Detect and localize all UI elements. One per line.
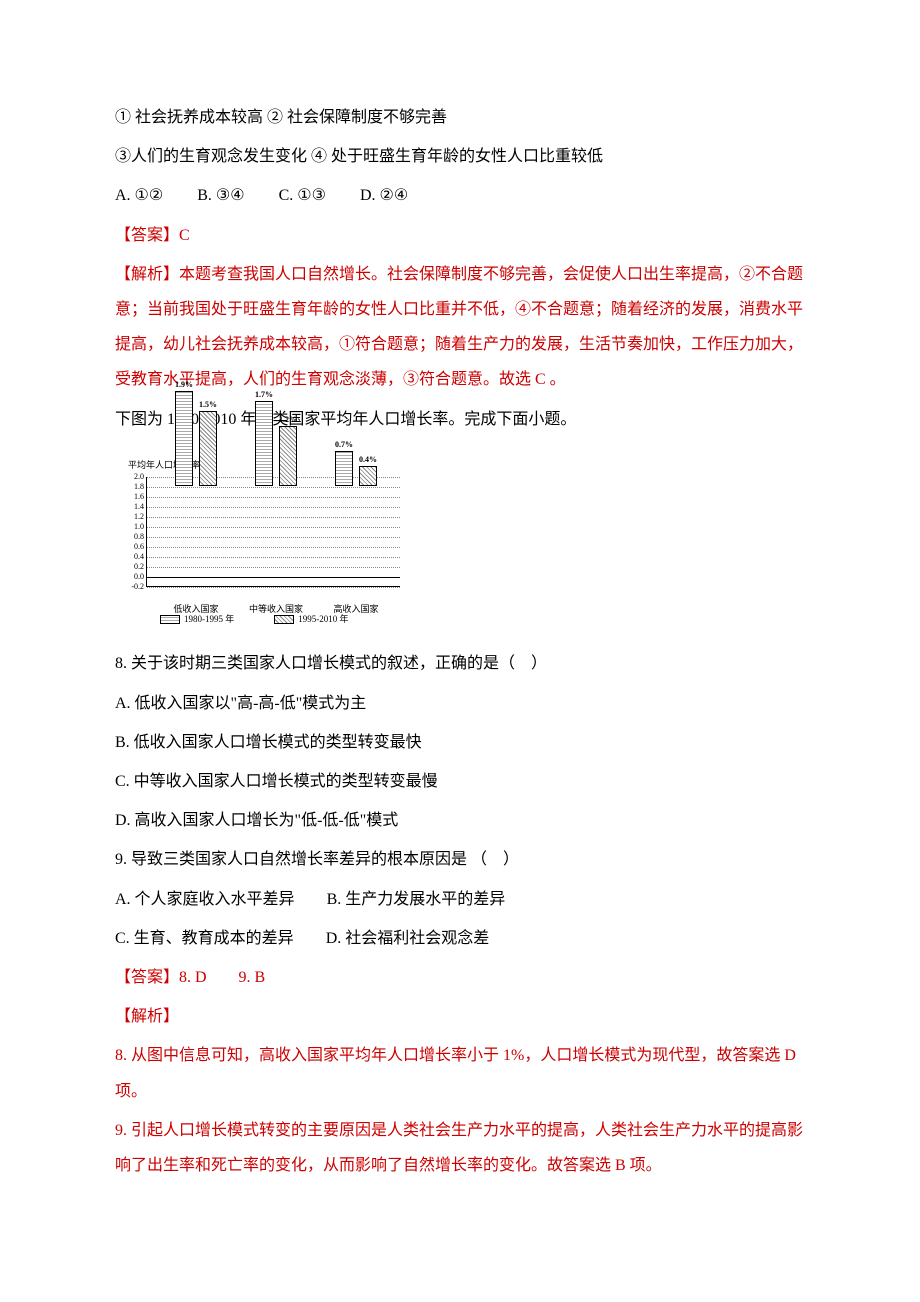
q9-opt-b: B. 生产力发展水平的差异 (327, 891, 506, 908)
q8-stem: 8. 关于该时期三类国家人口增长模式的叙述，正确的是（ ） (115, 646, 805, 681)
legend-item: 1995-2010 年 (274, 615, 348, 624)
statement-line-2: ③人们的生育观念发生变化 ④ 处于旺盛生育年龄的女性人口比重较低 (115, 139, 805, 174)
explanation-8: 8. 从图中信息可知，高收入国家平均年人口增长率小于 1%，人口增长模式为现代型… (115, 1038, 805, 1108)
q9-options-row1: A. 个人家庭收入水平差异 B. 生产力发展水平的差异 (115, 882, 805, 917)
x-category-label: 中等收入国家 (249, 605, 303, 614)
bar-series-a (255, 401, 273, 486)
y-tick: 0.2 (134, 563, 144, 571)
q9-opt-a: A. 个人家庭收入水平差异 (115, 891, 295, 908)
q9-opt-c: C. 生育、教育成本的差异 (115, 930, 294, 947)
grid-line (147, 507, 400, 508)
opt-d: D. ②④ (360, 187, 408, 204)
legend-swatch (274, 615, 294, 624)
explanation-header-89: 【解析】 (115, 999, 805, 1034)
bar-series-b (359, 466, 377, 486)
bar-value-label: 1.2% (279, 416, 297, 424)
y-tick: 1.6 (134, 493, 144, 501)
chart-y-axis: 2.01.81.61.41.21.00.80.60.40.20.0-0.2 (120, 477, 146, 587)
q9-stem: 9. 导致三类国家人口自然增长率差异的根本原因是 （ ） (115, 842, 805, 877)
bar-value-label: 1.7% (255, 391, 273, 399)
population-chart: 平均年人口增长率(%) 2.01.81.61.41.21.00.80.60.40… (120, 456, 400, 625)
x-category-label: 低收入国家 (173, 605, 218, 614)
bar-value-label: 0.4% (359, 456, 377, 464)
y-tick: 1.4 (134, 503, 144, 511)
explanation-1: 【解析】本题考查我国人口自然增长。社会保障制度不够完善，会促使人口出生率提高，②… (115, 257, 805, 398)
chart-legend: 1980-1995 年 1995-2010 年 (160, 615, 400, 624)
legend-item: 1980-1995 年 (160, 615, 234, 624)
x-category-label: 高收入国家 (333, 605, 378, 614)
grid-line (147, 517, 400, 518)
grid-line (147, 557, 400, 558)
answer-label-1: 【答案】C (115, 218, 805, 253)
grid-line (147, 527, 400, 528)
bar-value-label: 1.5% (199, 401, 217, 409)
bar-series-a (335, 451, 353, 486)
q8-opt-c: C. 中等收入国家人口增长模式的类型转变最慢 (115, 764, 805, 799)
grid-line (147, 497, 400, 498)
y-tick: -0.2 (131, 583, 144, 591)
grid-line (147, 487, 400, 488)
y-tick: 0.0 (134, 573, 144, 581)
legend-swatch (160, 615, 180, 624)
q8-opt-a: A. 低收入国家以"高-高-低"模式为主 (115, 686, 805, 721)
chart-plot: 1.9%1.5%1.7%1.2%0.7%0.4% (146, 477, 400, 587)
bar-series-a (175, 391, 193, 486)
q8-opt-b: B. 低收入国家人口增长模式的类型转变最快 (115, 725, 805, 760)
statement-line-1: ① 社会抚养成本较高 ② 社会保障制度不够完善 (115, 100, 805, 135)
grid-line (147, 567, 400, 568)
y-tick: 0.4 (134, 553, 144, 561)
figure-intro: 下图为 1980-2010 年三类国家平均年人口增长率。完成下面小题。 (115, 402, 805, 437)
opt-b: B. ③④ (197, 187, 244, 204)
legend-label: 1980-1995 年 (184, 615, 234, 624)
y-tick: 1.8 (134, 483, 144, 491)
explanation-9: 9. 引起人口增长模式转变的主要原因是人类社会生产力水平的提高，人类社会生产力水… (115, 1113, 805, 1183)
answer-label-89: 【答案】8. D 9. B (115, 960, 805, 995)
bar-value-label: 1.9% (175, 381, 193, 389)
opt-a: A. ①② (115, 187, 163, 204)
y-tick: 1.2 (134, 513, 144, 521)
grid-line (147, 537, 400, 538)
y-tick: 0.8 (134, 533, 144, 541)
mc-options: A. ①② B. ③④ C. ①③ D. ②④ (115, 178, 805, 213)
chart-area: 2.01.81.61.41.21.00.80.60.40.20.0-0.2 1.… (120, 477, 400, 607)
grid-line (147, 547, 400, 548)
y-tick: 0.6 (134, 543, 144, 551)
grid-line (147, 587, 400, 588)
legend-label: 1995-2010 年 (298, 615, 348, 624)
y-tick: 2.0 (134, 473, 144, 481)
bar-value-label: 0.7% (335, 441, 353, 449)
bar-series-b (279, 426, 297, 486)
opt-c: C. ①③ (279, 187, 326, 204)
q9-opt-d: D. 社会福利社会观念差 (326, 930, 490, 947)
bar-series-b (199, 411, 217, 486)
y-tick: 1.0 (134, 523, 144, 531)
q9-options-row2: C. 生育、教育成本的差异 D. 社会福利社会观念差 (115, 921, 805, 956)
q8-options: A. 低收入国家以"高-高-低"模式为主 B. 低收入国家人口增长模式的类型转变… (115, 686, 805, 839)
q8-opt-d: D. 高收入国家人口增长为"低-低-低"模式 (115, 803, 805, 838)
